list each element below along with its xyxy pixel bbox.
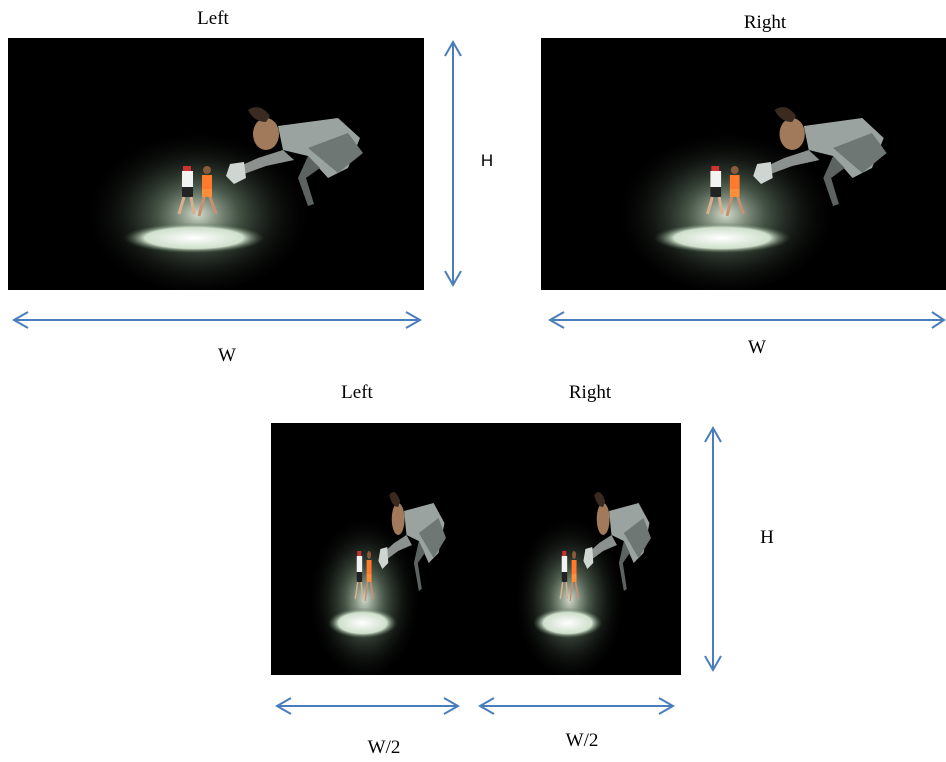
top-right-label: Right bbox=[744, 12, 787, 33]
half-width-arrow bbox=[274, 697, 461, 715]
right-image bbox=[541, 38, 946, 290]
height-arrow bbox=[704, 425, 722, 673]
bottom-right-label: Right bbox=[569, 382, 612, 403]
width-arrow bbox=[547, 311, 946, 329]
top-height-label: H bbox=[481, 151, 493, 170]
half-width-arrow bbox=[477, 697, 676, 715]
top-right-width-label: W bbox=[748, 337, 766, 358]
bottom-left-width-label: W/2 bbox=[368, 737, 401, 758]
left-half-image bbox=[271, 423, 476, 675]
top-left-label: Left bbox=[197, 8, 229, 29]
bottom-height-label: H bbox=[760, 527, 774, 548]
bottom-left-label: Left bbox=[341, 382, 373, 403]
left-image bbox=[8, 38, 424, 290]
right-half-image bbox=[476, 423, 681, 675]
height-arrow bbox=[444, 39, 462, 288]
bottom-right-width-label: W/2 bbox=[566, 730, 599, 751]
width-arrow bbox=[11, 311, 423, 329]
top-left-width-label: W bbox=[218, 345, 236, 366]
